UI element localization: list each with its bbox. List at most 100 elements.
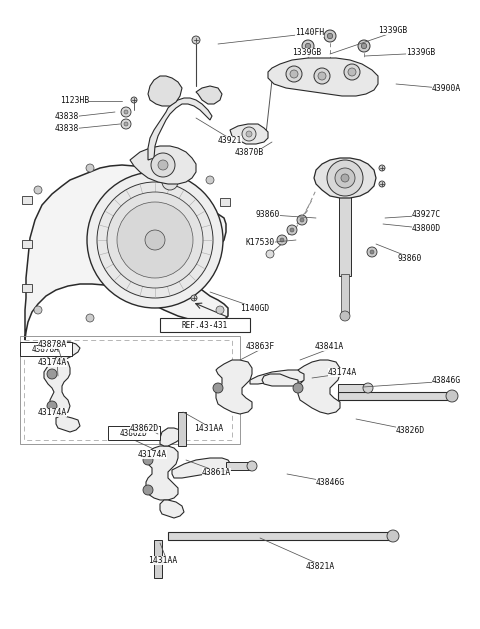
Circle shape (121, 107, 131, 117)
Circle shape (286, 66, 302, 82)
Polygon shape (22, 284, 32, 292)
Circle shape (297, 215, 307, 225)
Text: 43174A: 43174A (38, 408, 67, 417)
Polygon shape (22, 196, 32, 204)
Circle shape (446, 390, 458, 402)
Bar (341, 274, 349, 314)
Text: 1339GB: 1339GB (378, 26, 407, 35)
Polygon shape (56, 342, 80, 360)
Circle shape (97, 182, 213, 298)
Bar (226, 462, 250, 470)
Text: 1140FH: 1140FH (295, 28, 324, 37)
Circle shape (379, 181, 385, 187)
Text: 93860: 93860 (256, 210, 280, 219)
Circle shape (293, 383, 303, 393)
Bar (20, 342, 72, 356)
Circle shape (302, 40, 314, 52)
Text: 93860: 93860 (398, 254, 422, 263)
Text: 43900A: 43900A (432, 84, 461, 93)
Polygon shape (44, 360, 70, 416)
Circle shape (124, 122, 128, 126)
Circle shape (107, 192, 203, 288)
Circle shape (379, 165, 385, 171)
Circle shape (361, 43, 367, 48)
Text: 43927C: 43927C (412, 210, 441, 219)
Text: 43870B: 43870B (235, 148, 264, 157)
Circle shape (131, 97, 137, 103)
Polygon shape (220, 198, 230, 206)
Circle shape (86, 164, 94, 172)
Circle shape (280, 238, 284, 242)
Circle shape (314, 68, 330, 84)
Polygon shape (146, 446, 178, 500)
Circle shape (290, 228, 294, 232)
Polygon shape (216, 360, 252, 414)
Text: 43862D: 43862D (120, 428, 148, 438)
Polygon shape (160, 500, 184, 518)
Text: 43821A: 43821A (306, 562, 335, 571)
Text: 43921: 43921 (218, 136, 242, 145)
Bar (108, 426, 160, 440)
Circle shape (206, 176, 214, 184)
Circle shape (305, 43, 311, 48)
Text: 43862D: 43862D (130, 424, 159, 433)
Text: 43838: 43838 (55, 124, 79, 133)
Circle shape (143, 455, 153, 465)
Circle shape (370, 250, 374, 254)
Circle shape (335, 168, 355, 188)
Polygon shape (250, 370, 308, 384)
Circle shape (117, 202, 193, 278)
Polygon shape (268, 58, 378, 96)
Circle shape (363, 383, 373, 393)
Bar (339, 196, 351, 276)
Text: 1431AA: 1431AA (194, 424, 223, 433)
Circle shape (242, 127, 256, 141)
Circle shape (358, 40, 370, 52)
Polygon shape (160, 428, 184, 446)
Circle shape (158, 160, 168, 170)
Circle shape (143, 485, 153, 495)
Text: 1339GB: 1339GB (406, 48, 435, 57)
Bar (338, 392, 448, 400)
Bar (178, 412, 186, 446)
Circle shape (34, 306, 42, 314)
Circle shape (34, 186, 42, 194)
Text: 1123HB: 1123HB (60, 96, 89, 105)
Bar (160, 318, 250, 332)
Circle shape (47, 401, 57, 411)
Circle shape (327, 33, 333, 39)
Text: 43863F: 43863F (246, 342, 275, 351)
Text: 1339GB: 1339GB (292, 48, 321, 57)
Circle shape (266, 250, 274, 258)
Text: 43861A: 43861A (202, 468, 231, 477)
Circle shape (247, 461, 257, 471)
Bar (168, 532, 390, 540)
Text: 43841A: 43841A (315, 342, 344, 351)
Polygon shape (25, 165, 228, 340)
Circle shape (340, 311, 350, 321)
Text: 43846G: 43846G (316, 478, 345, 487)
Text: 43878A: 43878A (32, 345, 60, 353)
Circle shape (327, 160, 363, 196)
Circle shape (277, 235, 287, 245)
Circle shape (344, 64, 360, 80)
Circle shape (47, 369, 57, 379)
Text: REF.43-431: REF.43-431 (182, 321, 228, 330)
Text: 1431AA: 1431AA (148, 556, 177, 565)
Bar (154, 540, 162, 578)
Text: 43174A: 43174A (138, 450, 167, 459)
Circle shape (324, 30, 336, 42)
Bar (338, 384, 366, 392)
Polygon shape (148, 98, 212, 160)
Circle shape (348, 68, 356, 76)
Circle shape (367, 247, 377, 257)
Text: 43800D: 43800D (412, 224, 441, 233)
Circle shape (246, 131, 252, 137)
Circle shape (191, 295, 197, 301)
Polygon shape (298, 360, 340, 414)
Circle shape (213, 383, 223, 393)
Circle shape (341, 174, 349, 182)
Text: 43846G: 43846G (432, 376, 461, 385)
Polygon shape (230, 124, 268, 144)
Text: K17530: K17530 (246, 238, 275, 247)
